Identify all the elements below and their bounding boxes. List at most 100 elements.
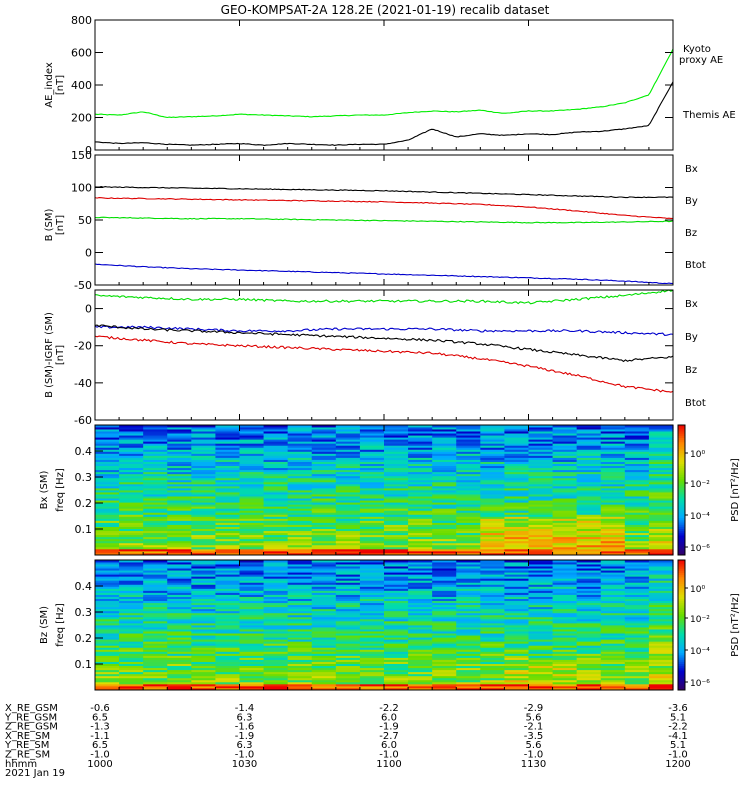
series-btot-line (94, 324, 674, 363)
heatmap-cell (263, 590, 289, 593)
heatmap-cell (504, 449, 530, 452)
heatmap-cell (191, 675, 217, 679)
heatmap-cell (480, 596, 506, 599)
heatmap-cell (648, 608, 674, 612)
heatmap-cell (432, 530, 457, 534)
heatmap-cell (552, 429, 578, 432)
heatmap-cell (263, 574, 289, 577)
heatmap-cell (119, 685, 144, 689)
heatmap-cell (480, 453, 506, 456)
heatmap-cell (167, 677, 192, 681)
heatmap-cell (311, 457, 337, 460)
heatmap-cell (287, 622, 313, 626)
heatmap-cell (432, 622, 457, 626)
heatmap-cell (215, 596, 241, 599)
heatmap-cell (239, 510, 265, 513)
heatmap-cell (239, 562, 265, 565)
heatmap-cell (552, 687, 578, 691)
heatmap-cell (119, 594, 144, 597)
heatmap-cell (624, 492, 650, 495)
heatmap-cell (95, 516, 120, 519)
heatmap-cell (95, 447, 120, 450)
heatmap-cell (119, 536, 144, 540)
heatmap-cell (648, 673, 674, 677)
heatmap-cell (384, 687, 409, 691)
heatmap-cell (504, 653, 530, 656)
heatmap-cell (456, 629, 481, 632)
heatmap-cell (143, 625, 168, 628)
heatmap-cell (504, 618, 530, 622)
heatmap-cell (456, 570, 481, 573)
heatmap-cell (311, 526, 337, 529)
heatmap-cell (432, 596, 457, 599)
heatmap-cell (552, 564, 578, 567)
heatmap-cell (432, 639, 457, 642)
heatmap-cell (624, 431, 650, 434)
heatmap-cell (384, 681, 409, 685)
heatmap-cell (384, 550, 409, 554)
heatmap-cell (311, 618, 337, 622)
heatmap-cell (143, 514, 168, 517)
heatmap-cell (167, 441, 192, 444)
heatmap-cell (576, 447, 602, 450)
heatmap-cell (95, 469, 120, 473)
heatmap-cell (624, 530, 650, 534)
heatmap-cell (648, 631, 674, 634)
heatmap-cell (311, 516, 337, 519)
colorbar-segment (678, 533, 685, 536)
heatmap-cell (528, 633, 554, 636)
heatmap-cell (311, 574, 337, 577)
heatmap-cell (408, 514, 433, 517)
heatmap-cell (167, 586, 192, 589)
heatmap-cell (263, 566, 289, 569)
heatmap-cell (287, 487, 313, 491)
heatmap-cell (408, 663, 433, 667)
heatmap-cell (191, 435, 217, 438)
heatmap-cell (528, 485, 554, 489)
heatmap-cell (552, 453, 578, 456)
figure-title: GEO-KOMPSAT-2A 128.2E (2021-01-19) recal… (221, 3, 550, 17)
heatmap-cell (504, 671, 530, 675)
heatmap-cell (287, 467, 313, 471)
heatmap-cell (119, 457, 144, 460)
colorbar-segment (678, 474, 685, 478)
heatmap-cell (384, 671, 409, 675)
panel-2-ylabel-line1: B (SM) (44, 208, 55, 241)
heatmap-cell (215, 612, 241, 616)
heatmap-cell (384, 538, 409, 542)
heatmap-cell (95, 425, 120, 428)
heatmap-cell (287, 496, 313, 499)
ephemeris-value: -1.3 (90, 722, 110, 733)
heatmap-cell (239, 455, 265, 458)
heatmap-cell (119, 433, 144, 436)
heatmap-cell (456, 435, 481, 438)
heatmap-cell (119, 610, 144, 614)
heatmap-cell (384, 471, 409, 475)
heatmap-cell (263, 510, 289, 513)
heatmap-cell (119, 437, 144, 440)
heatmap-cell (167, 544, 192, 548)
heatmap-cell (648, 661, 674, 664)
heatmap-cell (528, 616, 554, 620)
panel-1-ylabel-line2: [nT] (55, 75, 66, 95)
heatmap-cell (504, 435, 530, 438)
heatmap-cell (119, 538, 144, 542)
heatmap-cell (263, 655, 289, 658)
heatmap-cell (215, 584, 241, 587)
heatmap-cell (143, 679, 168, 683)
heatmap-cell (576, 633, 602, 636)
heatmap-cell (384, 463, 409, 467)
heatmap-cell (408, 540, 433, 544)
heatmap-cell (215, 647, 241, 650)
heatmap-cell (335, 526, 361, 529)
heatmap-cell (600, 520, 626, 523)
heatmap-cell (359, 580, 385, 583)
heatmap-cell (600, 465, 626, 469)
heatmap-cell (263, 604, 289, 608)
heatmap-cell (119, 453, 144, 456)
heatmap-cell (408, 534, 433, 538)
heatmap-cell (287, 657, 313, 660)
heatmap-cell (119, 530, 144, 534)
heatmap-cell (504, 687, 530, 691)
